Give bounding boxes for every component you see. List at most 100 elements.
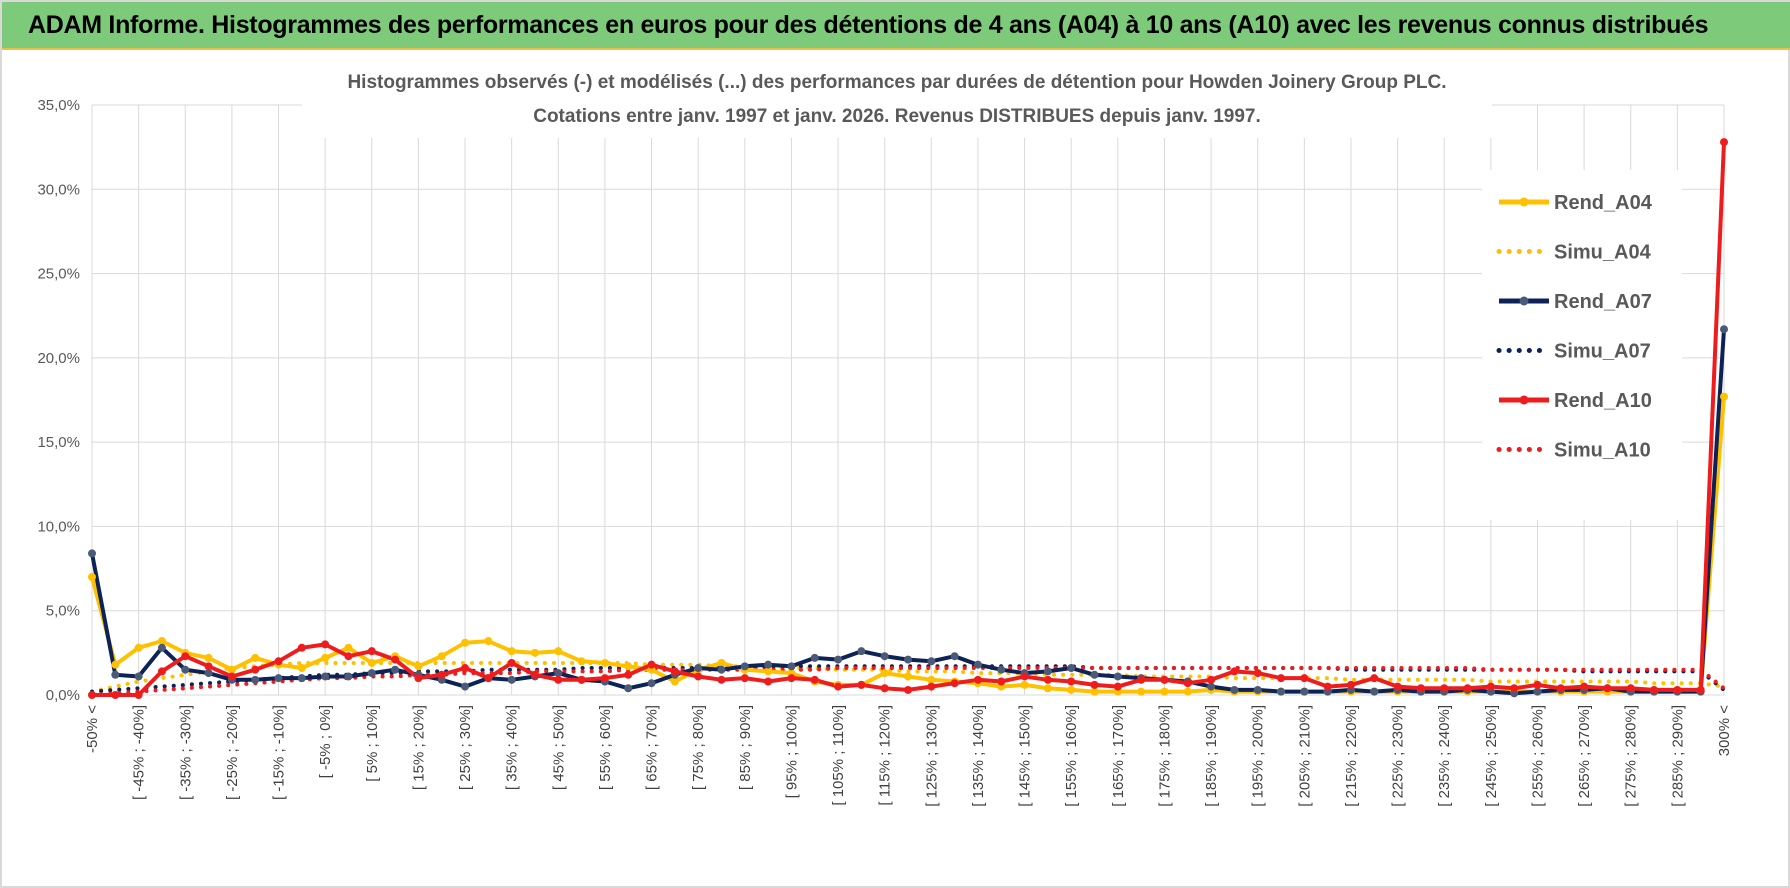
x-tick-label: [ 225% ; 230%] (1390, 705, 1407, 807)
data-point (227, 665, 236, 674)
legend: Rend_A04 Simu_A04 Rend_A07 Simu_A07 Rend_A10… (1496, 192, 1653, 462)
chart-subtitle: Cotations entre janv. 1997 et janv. 2026… (533, 106, 1261, 127)
data-point (88, 549, 96, 558)
data-point (950, 652, 959, 661)
data-point (227, 672, 236, 681)
data-point (414, 662, 423, 671)
data-point (1323, 682, 1332, 691)
data-point (857, 680, 866, 689)
data-point (461, 682, 470, 691)
y-tick-label: 25,0% (37, 266, 80, 283)
data-point (810, 653, 819, 662)
data-point (577, 675, 586, 684)
data-point (1720, 138, 1728, 147)
data-point (204, 653, 213, 662)
data-point (1673, 685, 1682, 694)
data-point (437, 670, 446, 679)
data-point (111, 670, 120, 679)
data-point (717, 675, 726, 684)
data-point (1626, 684, 1635, 693)
data-point (1556, 684, 1565, 693)
data-point (740, 662, 749, 671)
data-point (1090, 687, 1099, 696)
data-point (670, 677, 679, 686)
data-point (111, 691, 120, 699)
x-tick-label: [ 25% ; 30%] (457, 705, 474, 790)
data-point (1300, 674, 1309, 683)
data-point (880, 684, 889, 693)
data-point (997, 665, 1006, 674)
data-point (647, 660, 656, 669)
data-point (554, 647, 563, 656)
data-point (157, 643, 166, 652)
data-point (484, 637, 493, 646)
data-point (810, 675, 819, 684)
legend-label: Rend_A04 (1554, 192, 1653, 214)
data-point (694, 664, 703, 673)
data-point (834, 655, 843, 664)
data-point (927, 675, 936, 684)
data-point (904, 672, 912, 681)
data-point (1510, 684, 1519, 693)
x-tick-label: [ -5% ; 0%] (317, 705, 334, 778)
x-tick-label: [ 215% ; 220%] (1343, 705, 1360, 807)
data-point (1183, 679, 1192, 688)
data-point (1113, 682, 1122, 691)
x-tick-label: [ 265% ; 270%] (1576, 705, 1593, 807)
legend-marker (1519, 395, 1529, 405)
data-point (344, 643, 353, 652)
data-point (530, 648, 539, 657)
data-point (624, 684, 633, 693)
data-point (1183, 687, 1192, 696)
legend-label: Simu_A10 (1554, 440, 1651, 462)
data-point (1160, 687, 1169, 696)
data-point (1463, 684, 1472, 693)
data-point (1043, 675, 1052, 684)
y-tick-label: 0,0% (46, 687, 80, 704)
data-point (857, 647, 866, 656)
x-tick-label: [ 195% ; 200%] (1250, 705, 1267, 807)
x-tick-label: [ 15% ; 20%] (410, 705, 427, 790)
data-point (1067, 685, 1076, 694)
y-tick-label: 15,0% (37, 434, 80, 451)
data-point (764, 667, 773, 676)
header-bar: ADAM Informe. Histogrammes des performan… (2, 2, 1790, 50)
data-point (600, 658, 609, 667)
data-point (950, 679, 959, 688)
data-point (1137, 675, 1146, 684)
data-point (1370, 674, 1379, 683)
data-point (997, 677, 1006, 686)
data-point (1720, 325, 1728, 334)
data-point (1253, 669, 1262, 678)
y-tick-label: 10,0% (37, 518, 80, 535)
data-point (88, 573, 96, 581)
grid-lines (91, 104, 1725, 696)
data-point (251, 665, 260, 674)
legend-backdrop (1482, 170, 1682, 520)
data-point (834, 682, 843, 691)
y-tick-label: 30,0% (37, 181, 80, 198)
data-point (134, 691, 143, 699)
data-point (1300, 687, 1309, 696)
data-point (717, 658, 726, 667)
x-tick-label: [ 45% ; 50%] (550, 705, 567, 790)
data-point (251, 653, 260, 662)
data-point (787, 674, 796, 683)
data-point (297, 674, 306, 683)
x-tick-label: [ 65% ; 70%] (644, 705, 661, 790)
data-point (1207, 682, 1216, 691)
data-point (484, 674, 493, 683)
series-line-simu-a10 (90, 666, 1726, 697)
chart-title: Histogrammes observés (-) et modélisés (… (347, 72, 1446, 93)
data-point (1253, 685, 1262, 694)
y-axis-ticks: 0,0% 5,0% 10,0% 15,0% 20,0% 25,0% 30,0% 35,0% (37, 97, 80, 704)
data-point (1393, 682, 1402, 691)
x-tick-label: [ 165% ; 170%] (1110, 705, 1127, 807)
data-point (1277, 674, 1286, 683)
data-point (391, 665, 400, 674)
x-tick-label: [ 75% ; 80%] (690, 705, 707, 790)
data-point (367, 647, 376, 656)
data-point (111, 660, 120, 669)
data-point (670, 667, 679, 676)
